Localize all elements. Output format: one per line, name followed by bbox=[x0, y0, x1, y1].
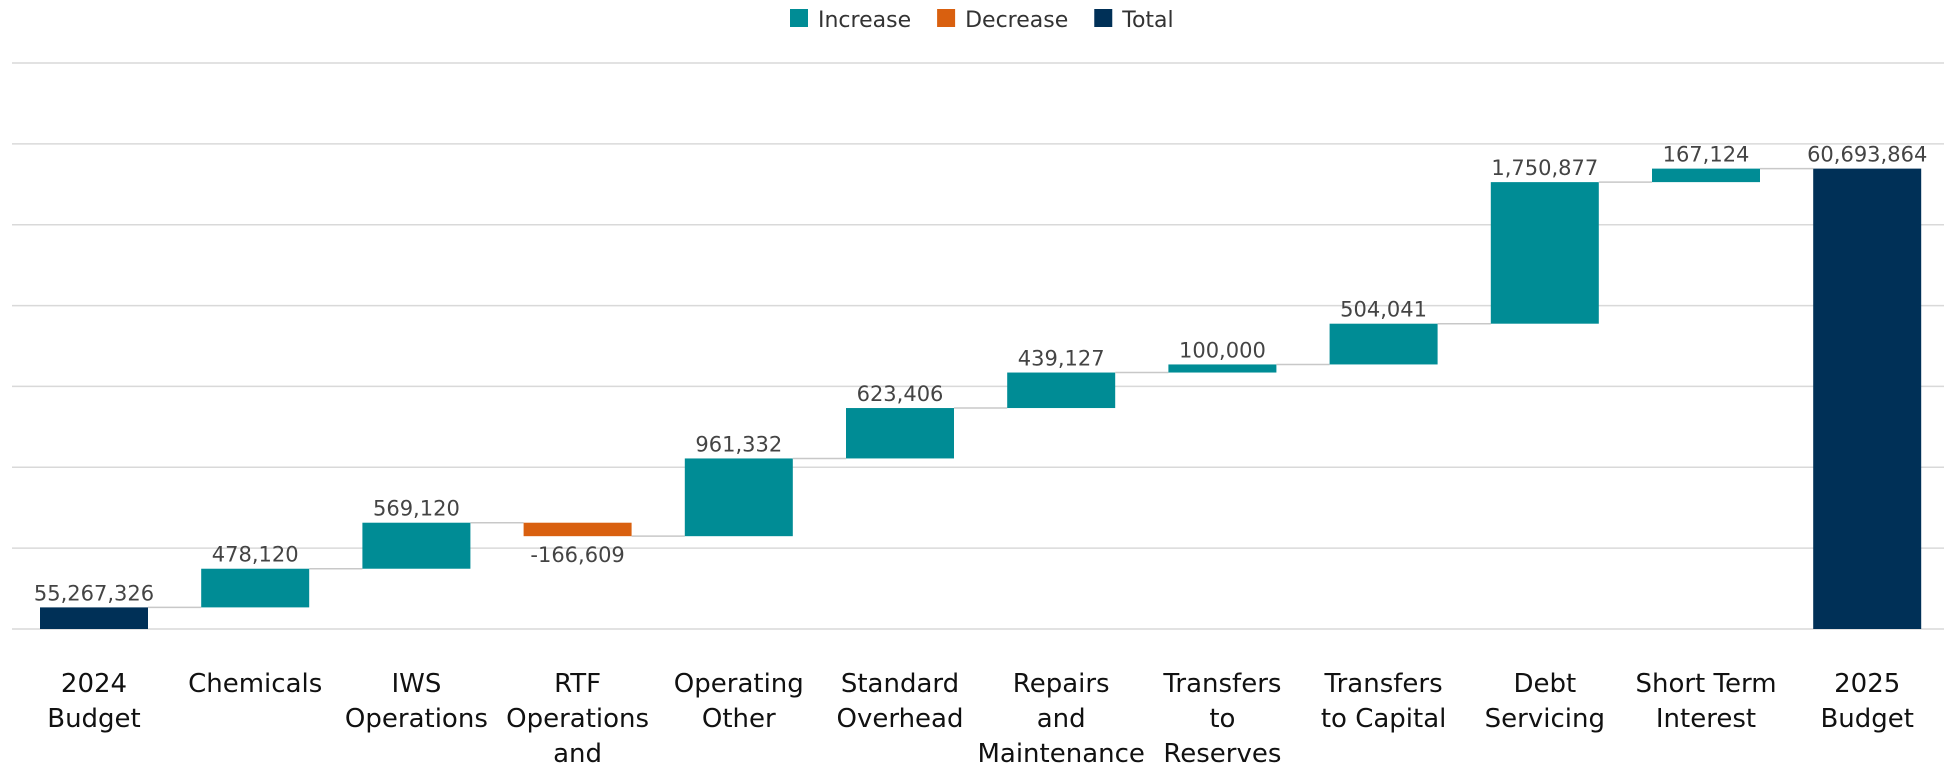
data-label: 504,041 bbox=[1340, 298, 1427, 322]
legend-swatch bbox=[1094, 9, 1113, 27]
x-tick-label: IWS Operations bbox=[345, 669, 488, 734]
bar bbox=[40, 607, 148, 629]
bar bbox=[1813, 168, 1922, 630]
x-tick-label: Chemicals bbox=[188, 669, 322, 699]
bar bbox=[362, 522, 471, 569]
legend-label: Increase bbox=[818, 8, 911, 33]
x-tick-label: Operating Other bbox=[674, 669, 804, 734]
data-label: -166,609 bbox=[530, 543, 624, 567]
bar bbox=[684, 458, 793, 537]
x-tick-label: Standard Overhead bbox=[837, 669, 964, 734]
bar bbox=[201, 568, 310, 608]
x-tick-label: 2025 Budget bbox=[1820, 669, 1914, 734]
data-label: 100,000 bbox=[1179, 338, 1266, 362]
legend-swatch bbox=[790, 9, 808, 27]
data-label: 55,267,326 bbox=[34, 581, 154, 605]
legend-label: Total bbox=[1121, 8, 1173, 33]
x-tick-label: Transfers to Capital bbox=[1321, 669, 1447, 734]
data-label: 439,127 bbox=[1018, 347, 1105, 371]
data-label: 961,332 bbox=[695, 432, 782, 456]
data-label: 569,120 bbox=[373, 497, 460, 521]
bar bbox=[1652, 168, 1760, 183]
data-label: 1,750,877 bbox=[1491, 156, 1598, 180]
x-tick-label: 2024 Budget bbox=[47, 669, 141, 734]
data-label: 167,124 bbox=[1663, 143, 1750, 167]
x-tick-label: Repairs and Maintenance bbox=[977, 669, 1144, 769]
bar bbox=[846, 408, 954, 459]
legend-swatch bbox=[937, 9, 956, 27]
bar bbox=[1329, 323, 1438, 365]
data-label: 60,693,864 bbox=[1807, 143, 1927, 167]
bar bbox=[1490, 182, 1599, 324]
bar bbox=[1007, 372, 1116, 409]
legend: Increase Decrease Total bbox=[790, 8, 1174, 33]
data-label: 478,120 bbox=[212, 543, 299, 567]
legend-label: Decrease bbox=[965, 8, 1068, 33]
x-tick-label: Short Term Interest bbox=[1635, 669, 1776, 734]
bar bbox=[1168, 364, 1277, 373]
data-label: 623,406 bbox=[857, 382, 944, 406]
bar bbox=[523, 522, 632, 537]
x-tick-label: RTFOperationsandBiosolids bbox=[506, 669, 649, 772]
x-tick-label: Transfers to Reserves bbox=[1162, 669, 1281, 769]
x-tick-label: Debt Servicing bbox=[1485, 669, 1605, 734]
